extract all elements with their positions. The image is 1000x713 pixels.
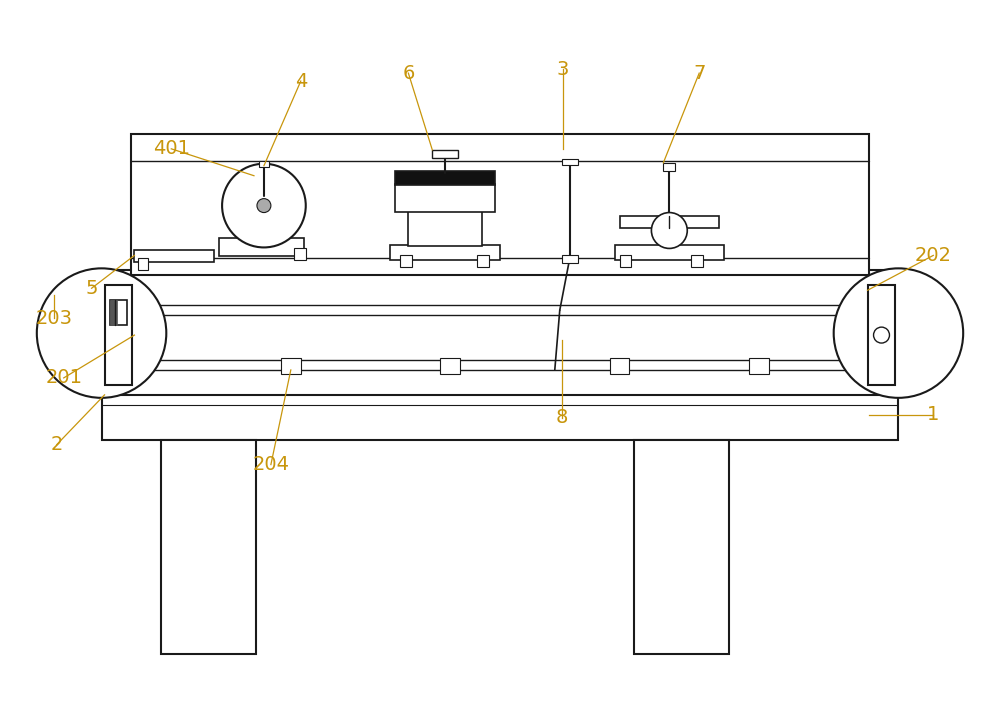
- Bar: [615, 245, 724, 260]
- Circle shape: [874, 327, 889, 343]
- Bar: [105, 285, 132, 385]
- Text: 203: 203: [35, 309, 72, 328]
- Bar: [663, 163, 675, 170]
- Bar: [610, 358, 629, 374]
- Text: 8: 8: [556, 409, 568, 427]
- Text: 3: 3: [557, 60, 569, 78]
- Text: 201: 201: [45, 369, 82, 387]
- Bar: [562, 159, 578, 165]
- Bar: [102, 270, 898, 395]
- Bar: [395, 170, 495, 185]
- Bar: [691, 255, 703, 267]
- Bar: [294, 248, 306, 260]
- Bar: [131, 134, 869, 275]
- Bar: [110, 300, 117, 325]
- Text: 1: 1: [927, 405, 939, 424]
- Bar: [110, 300, 127, 325]
- Bar: [259, 160, 269, 167]
- Bar: [390, 245, 500, 260]
- Bar: [219, 238, 304, 257]
- Bar: [620, 255, 631, 267]
- Bar: [138, 258, 148, 270]
- Bar: [161, 440, 256, 654]
- Text: 4: 4: [295, 71, 307, 91]
- Text: 7: 7: [693, 63, 705, 83]
- Bar: [477, 255, 489, 267]
- Text: 5: 5: [85, 279, 98, 298]
- Text: 401: 401: [153, 139, 190, 158]
- Text: 2: 2: [51, 435, 63, 454]
- Bar: [749, 358, 769, 374]
- Circle shape: [257, 199, 271, 212]
- Bar: [395, 184, 495, 212]
- Circle shape: [651, 212, 687, 248]
- Circle shape: [834, 268, 963, 398]
- Circle shape: [222, 164, 306, 247]
- Bar: [432, 150, 458, 158]
- Bar: [281, 358, 301, 374]
- Bar: [400, 255, 412, 267]
- Bar: [440, 358, 460, 374]
- Bar: [102, 390, 898, 440]
- Bar: [562, 255, 578, 263]
- Bar: [134, 250, 214, 262]
- Text: 204: 204: [252, 455, 289, 474]
- Bar: [408, 210, 482, 247]
- Text: 202: 202: [915, 246, 952, 265]
- Bar: [634, 440, 729, 654]
- Circle shape: [37, 268, 166, 398]
- Bar: [620, 215, 719, 227]
- Text: 6: 6: [402, 63, 415, 83]
- Bar: [868, 285, 895, 385]
